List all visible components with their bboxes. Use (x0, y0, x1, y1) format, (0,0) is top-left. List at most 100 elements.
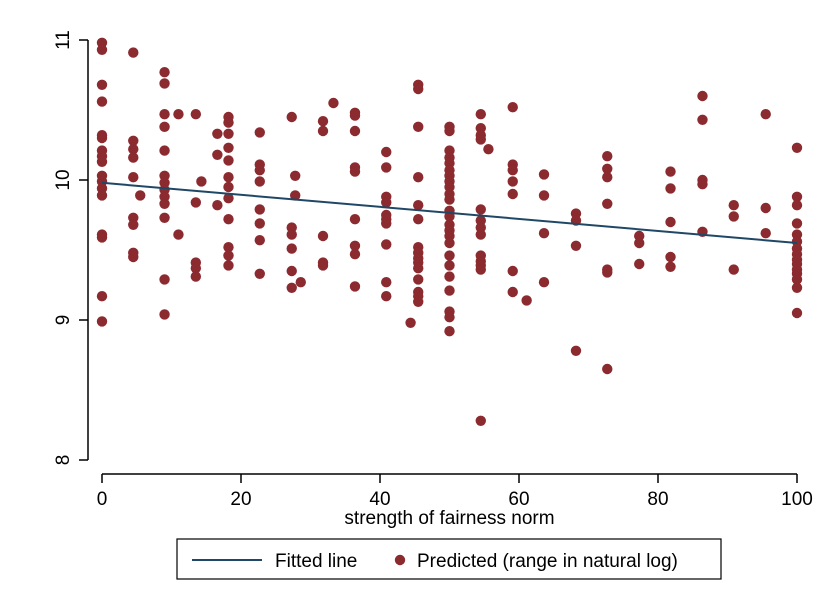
data-point (634, 237, 645, 249)
data-point (405, 317, 416, 328)
data-point (444, 271, 455, 282)
legend: Fitted line Predicted (range in natural … (176, 538, 722, 580)
data-point (521, 295, 532, 306)
data-point (128, 219, 139, 230)
data-point (507, 265, 518, 277)
data-point (349, 249, 361, 260)
y-tick-label: 8 (53, 455, 74, 466)
data-point (538, 277, 550, 288)
x-ticks: 0 20 40 60 80 100 (97, 474, 813, 510)
data-point (286, 243, 297, 254)
data-point (444, 260, 455, 271)
data-point (538, 169, 550, 180)
data-point (290, 190, 301, 201)
data-point (413, 121, 424, 132)
data-point (128, 152, 139, 163)
data-point (728, 264, 739, 275)
data-point (697, 114, 708, 126)
data-point (190, 263, 202, 274)
data-point (507, 102, 518, 113)
data-point (128, 135, 139, 146)
y-tick-label: 11 (53, 30, 74, 50)
data-point (538, 228, 550, 239)
data-point (96, 232, 108, 243)
x-tick-label: 20 (230, 489, 251, 510)
data-point (128, 144, 139, 155)
data-point (602, 363, 613, 375)
data-point (791, 282, 803, 293)
data-point (349, 281, 361, 292)
data-point (223, 172, 234, 183)
data-point (254, 127, 265, 138)
data-point (223, 142, 234, 153)
data-point (413, 274, 424, 285)
data-point (728, 200, 739, 211)
data-point (507, 165, 518, 176)
data-point (413, 263, 424, 274)
data-point (602, 151, 613, 162)
data-point (570, 345, 582, 356)
data-point (665, 251, 676, 263)
data-point (173, 109, 184, 120)
data-point (190, 271, 202, 282)
legend-point-label: Predicted (range in natural log) (417, 551, 678, 572)
y-ticks: 8 9 10 11 (53, 30, 88, 465)
data-point (223, 193, 234, 204)
data-point (444, 326, 455, 337)
data-point (570, 240, 582, 251)
data-point (96, 190, 108, 201)
data-point (381, 277, 392, 288)
data-point (507, 188, 518, 200)
data-point (381, 239, 392, 250)
data-point (475, 134, 486, 145)
data-point (475, 109, 486, 120)
data-point (381, 218, 392, 229)
x-tick-label: 80 (647, 489, 668, 510)
data-point (190, 197, 202, 208)
data-point (413, 214, 424, 225)
data-point (223, 155, 234, 166)
data-point (413, 172, 424, 183)
data-point (223, 128, 234, 139)
legend-line-label: Fitted line (275, 551, 357, 572)
data-point (413, 200, 424, 211)
legend-box (176, 538, 722, 580)
data-point (475, 204, 486, 215)
data-point (665, 216, 676, 228)
data-point (665, 183, 676, 194)
data-point (96, 316, 108, 327)
x-tick-label: 0 (97, 489, 108, 510)
data-point (159, 145, 170, 156)
data-point (317, 116, 329, 127)
axes: 0 20 40 60 80 100 8 9 10 11 (53, 30, 813, 510)
data-point (475, 264, 486, 275)
data-point (349, 110, 361, 121)
data-point (349, 214, 361, 225)
data-point (317, 125, 329, 137)
data-point (791, 142, 803, 153)
points-layer (96, 37, 803, 426)
data-point (190, 109, 202, 120)
data-point (665, 166, 676, 177)
data-point (602, 163, 613, 174)
data-point (349, 166, 361, 177)
data-point (483, 144, 494, 155)
data-point (507, 286, 518, 298)
data-point (159, 67, 170, 78)
y-tick-label: 10 (53, 169, 74, 190)
data-point (128, 47, 139, 58)
data-point (791, 274, 803, 285)
data-point (295, 277, 306, 288)
data-point (697, 179, 708, 190)
data-point (159, 121, 170, 132)
data-point (159, 212, 170, 223)
data-point (475, 415, 486, 426)
data-point (381, 197, 392, 208)
data-point (507, 176, 518, 187)
data-point (760, 109, 771, 120)
data-point (760, 202, 771, 214)
data-point (381, 162, 392, 173)
data-point (223, 214, 234, 225)
data-point (212, 128, 223, 139)
